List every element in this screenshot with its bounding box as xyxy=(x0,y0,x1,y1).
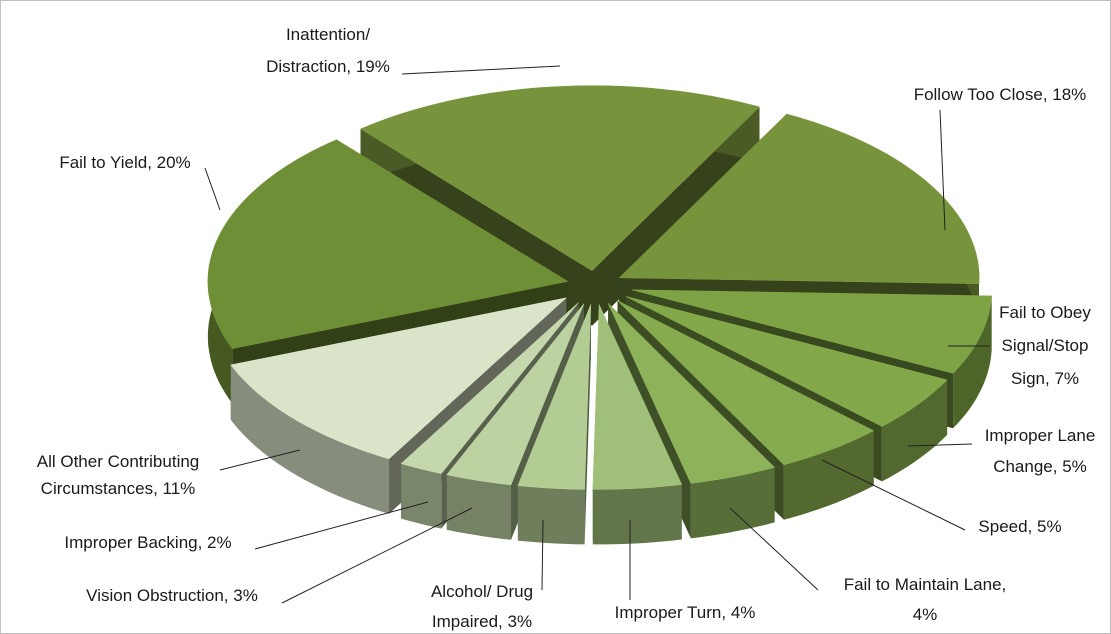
leader-line xyxy=(254,501,429,550)
data-label: Fail to Yield, 20% xyxy=(59,153,190,172)
slice-top xyxy=(230,297,568,460)
leader-line xyxy=(729,507,819,591)
data-label: Follow Too Close, 18% xyxy=(914,85,1087,104)
data-label: Alcohol/ Drug xyxy=(431,582,533,601)
slice-top xyxy=(446,303,585,486)
leader-line xyxy=(821,459,966,531)
slice-top xyxy=(360,85,760,272)
data-label: Sign, 7% xyxy=(1011,369,1079,388)
slice-side xyxy=(953,295,992,429)
data-label: Impaired, 3% xyxy=(432,612,532,631)
slice-side xyxy=(401,463,442,529)
slice-side xyxy=(881,379,948,482)
slice-side xyxy=(230,364,389,514)
leader-line xyxy=(541,519,544,591)
data-label: Improper Turn, 4% xyxy=(615,603,756,622)
data-label: Change, 5% xyxy=(993,457,1087,476)
data-label: Improper Backing, 2% xyxy=(64,533,231,552)
leader-line xyxy=(219,449,301,471)
slice-side xyxy=(592,484,682,545)
data-label: Fail to Obey xyxy=(999,303,1091,322)
slice-side xyxy=(446,474,511,540)
slice-top xyxy=(607,303,776,484)
slice-top xyxy=(617,300,875,466)
slice-wall xyxy=(584,304,591,545)
data-label: All Other Contributing xyxy=(37,452,200,471)
labels: Inattention/Distraction, 19% Follow Too C… xyxy=(37,25,1096,631)
leader-line xyxy=(401,65,561,75)
data-label: Inattention/ xyxy=(286,25,370,44)
data-label: Speed, 5% xyxy=(978,517,1061,536)
leader-line xyxy=(939,109,946,231)
leader-line xyxy=(204,167,221,211)
slice xyxy=(517,304,592,545)
slice-side xyxy=(690,467,775,539)
data-label: Distraction, 19% xyxy=(266,57,390,76)
data-label: Circumstances, 11% xyxy=(41,479,196,498)
leader-line xyxy=(907,443,973,447)
slice xyxy=(592,304,683,545)
data-label: Fail to Maintain Lane, xyxy=(844,575,1007,594)
slice-top xyxy=(618,113,980,285)
pie xyxy=(207,85,992,545)
slice-top xyxy=(631,289,992,374)
leader-line xyxy=(281,507,473,604)
slice-top xyxy=(625,296,948,427)
slice-top xyxy=(517,304,592,490)
slice-top xyxy=(592,304,683,490)
data-label: 4% xyxy=(913,605,938,624)
slice-top xyxy=(400,302,579,474)
slice-top xyxy=(207,139,569,349)
slice-side xyxy=(783,430,874,520)
data-label: Improper Lane xyxy=(985,426,1096,445)
slice-side xyxy=(517,485,585,545)
data-label: Vision Obstruction, 3% xyxy=(86,586,258,605)
data-label: Signal/Stop xyxy=(1002,336,1089,355)
